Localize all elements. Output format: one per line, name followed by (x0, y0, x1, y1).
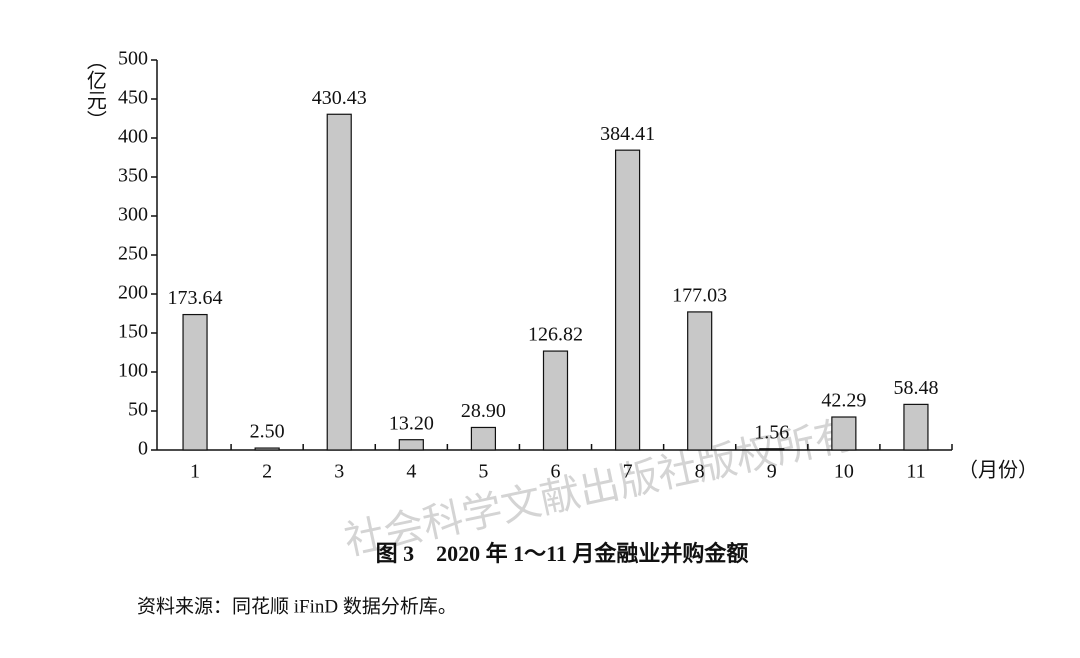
y-tick-label: 450 (118, 87, 148, 109)
chart-title: 图 3 2020 年 1～11 月金融业并购金额 (376, 541, 749, 566)
value-label: 384.41 (600, 123, 655, 145)
x-tick-label: 5 (478, 461, 488, 483)
value-label: 126.82 (528, 324, 583, 346)
value-label: 42.29 (821, 390, 866, 412)
y-tick-label: 150 (118, 321, 148, 343)
value-label: 173.64 (168, 287, 223, 309)
y-tick-label: 200 (118, 282, 148, 304)
x-tick-label: 10 (834, 461, 854, 483)
bar (903, 403, 929, 451)
y-tick-label: 50 (128, 399, 148, 421)
bar (542, 350, 569, 451)
y-tick-label: 400 (118, 126, 148, 148)
x-tick-label: 2 (262, 461, 272, 483)
bar (326, 113, 352, 451)
bar (470, 426, 497, 451)
x-tick-label: 8 (695, 461, 705, 483)
x-tick-label: 9 (767, 461, 777, 483)
bar (831, 416, 857, 451)
value-label: 28.90 (461, 400, 506, 422)
y-tick-label: 500 (118, 48, 148, 70)
source-note: 资料来源：同花顺 iFinD 数据分析库。 (137, 595, 457, 617)
value-label: 2.50 (250, 421, 285, 443)
bar (398, 439, 424, 451)
y-tick-label: 0 (138, 438, 148, 460)
y-tick-label: 300 (118, 204, 148, 226)
y-axis-label: （亿元） (83, 50, 106, 130)
y-tick-label: 350 (118, 165, 148, 187)
x-tick-label: 1 (190, 461, 200, 483)
bar (759, 448, 785, 451)
x-tick-label: 7 (623, 461, 633, 483)
y-tick-label: 250 (118, 243, 148, 265)
value-label: 177.03 (672, 285, 727, 307)
x-axis-label: （月份） (958, 459, 1038, 482)
y-tick-label: 100 (118, 360, 148, 382)
value-label: 430.43 (312, 87, 367, 109)
bar (614, 149, 641, 451)
value-label: 1.56 (754, 421, 789, 443)
bar (687, 311, 713, 451)
value-label: 58.48 (893, 377, 938, 399)
x-tick-label: 6 (551, 461, 561, 483)
bar (182, 313, 208, 451)
x-tick-label: 4 (406, 461, 416, 483)
x-tick-label: 11 (906, 461, 925, 483)
bar (254, 447, 280, 451)
value-label: 13.20 (389, 412, 434, 434)
x-tick-label: 3 (334, 461, 344, 483)
